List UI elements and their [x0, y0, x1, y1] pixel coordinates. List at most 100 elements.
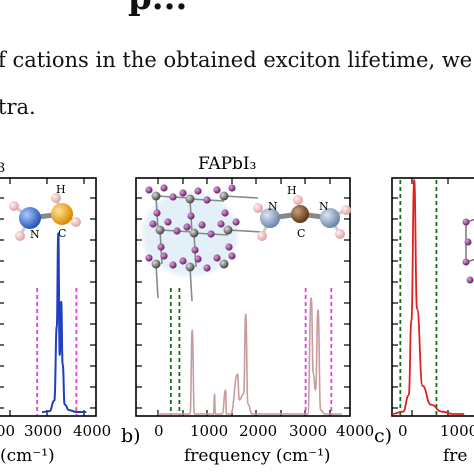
iodine-atom	[203, 196, 211, 204]
iodine-atom	[203, 264, 211, 272]
panel-b-tick-label-4: 4000	[336, 422, 374, 440]
iodine-atom	[145, 186, 153, 194]
iodine-atom	[221, 209, 229, 217]
iodine-atom	[183, 223, 191, 231]
crystal-bond	[223, 195, 259, 199]
nitrogen-atom	[320, 208, 340, 228]
crystal-bond	[155, 263, 159, 299]
iodine-atom	[164, 218, 172, 226]
hydrogen-atom	[253, 203, 263, 213]
panel-c-crystal-fragment	[462, 218, 474, 284]
hydrogen-atom	[15, 231, 25, 241]
iodine-atom	[213, 254, 221, 262]
panel-c-tick-label-1: 1000	[440, 422, 474, 440]
carbon-atom	[291, 205, 309, 223]
panel-c-frame	[391, 177, 474, 417]
panel-b-series-line	[157, 297, 342, 415]
panel-b-letter: b)	[121, 425, 141, 447]
iodine-atom	[207, 230, 215, 238]
iodine-atom	[194, 187, 202, 195]
iodine-atom	[169, 261, 177, 269]
atom-label-h: H	[287, 184, 297, 197]
panel-a-tick-label-2: 4000	[73, 422, 111, 440]
lead-atom	[185, 194, 195, 204]
hydrogen-atom	[341, 205, 351, 215]
hydrogen-atom	[293, 195, 303, 205]
atom-label-c: C	[58, 227, 66, 240]
iodine-atom	[169, 193, 177, 201]
panel-a-title: 3	[0, 161, 5, 176]
section-heading: p...	[128, 0, 187, 18]
iodine-atom	[191, 246, 199, 254]
panel-a-tick-label-1: 3000	[24, 422, 62, 440]
panel-b-frame	[135, 177, 351, 417]
hydrogen-atom	[335, 229, 345, 239]
crystal-bond	[189, 266, 193, 302]
atom-label-h: H	[56, 183, 66, 196]
iodine-atom	[198, 221, 206, 229]
atom-label-n: N	[30, 228, 40, 241]
iodine-atom	[462, 258, 470, 266]
panel-b-xlabel: frequency (cm⁻¹)	[184, 446, 331, 466]
hydrogen-atom	[257, 231, 267, 241]
panel-b-molecule: H N N C	[253, 184, 351, 241]
nitrogen-atom	[19, 207, 41, 229]
panel-b-markers	[169, 288, 333, 415]
iodine-atom	[173, 227, 181, 235]
panel-b-ticks	[136, 178, 350, 416]
panel-c-letter: c)	[374, 425, 392, 447]
atom-label-n: N	[319, 200, 329, 213]
panel-a-markers	[36, 288, 78, 415]
iodine-atom	[232, 218, 240, 226]
panel-b: FAPbI₃ H N N C b) 0 1000	[121, 154, 374, 466]
iodine-atom	[179, 257, 187, 265]
iodine-atom	[228, 252, 236, 260]
iodine-atom	[462, 218, 470, 226]
iodine-atom	[466, 276, 474, 284]
panel-c: c) 0 1000 fre	[374, 177, 474, 466]
iodine-atom	[225, 243, 233, 251]
nitrogen-atom	[260, 208, 280, 228]
hydrogen-atom	[9, 201, 19, 211]
panel-a-xlabel: (cm⁻¹)	[0, 446, 55, 466]
carbon-atom	[51, 203, 73, 225]
crystal-bond	[227, 229, 263, 233]
iodine-atom	[157, 243, 165, 251]
panel-c-series-line	[391, 179, 465, 415]
panel-c-tick-label-0: 0	[398, 422, 408, 440]
iodine-atom	[228, 184, 236, 192]
atom-label-n: N	[268, 200, 278, 213]
panel-a-tick-label-0: 00	[0, 422, 15, 440]
iodine-atom	[187, 212, 195, 220]
body-text-line-1: f cations in the obtained exciton lifeti…	[0, 48, 473, 72]
panel-a-ticks	[0, 178, 96, 416]
panel-a: 3 H N C 00 3000 4000 (cm⁻¹)	[0, 161, 111, 466]
panel-b-crystal-structure	[142, 184, 263, 302]
iodine-atom	[194, 255, 202, 263]
lead-atom	[219, 191, 229, 201]
lead-atom	[189, 228, 199, 238]
lead-atom	[219, 259, 229, 269]
iodine-atom	[179, 189, 187, 197]
panel-c-xlabel: fre	[443, 446, 467, 466]
iodine-atom	[149, 220, 157, 228]
iodine-atom	[464, 238, 472, 246]
panel-c-markers	[399, 180, 438, 415]
lead-atom	[223, 225, 233, 235]
hydrogen-atom	[71, 217, 81, 227]
panel-b-tick-label-2: 2000	[239, 422, 277, 440]
panel-a-series-line	[42, 232, 87, 413]
iodine-atom	[217, 220, 225, 228]
lead-atom	[155, 225, 165, 235]
panel-b-title: FAPbI₃	[198, 154, 256, 174]
body-text-line-2: tra.	[0, 95, 36, 119]
panel-b-tick-label-3: 3000	[289, 422, 327, 440]
panel-c-ticks	[392, 178, 449, 416]
panel-a-molecule: H N C	[9, 183, 81, 241]
iodine-atom	[213, 186, 221, 194]
iodine-atom	[160, 252, 168, 260]
iodine-atom	[145, 254, 153, 262]
panel-b-tick-label-0: 0	[154, 422, 164, 440]
hydrogen-atom	[51, 193, 61, 203]
